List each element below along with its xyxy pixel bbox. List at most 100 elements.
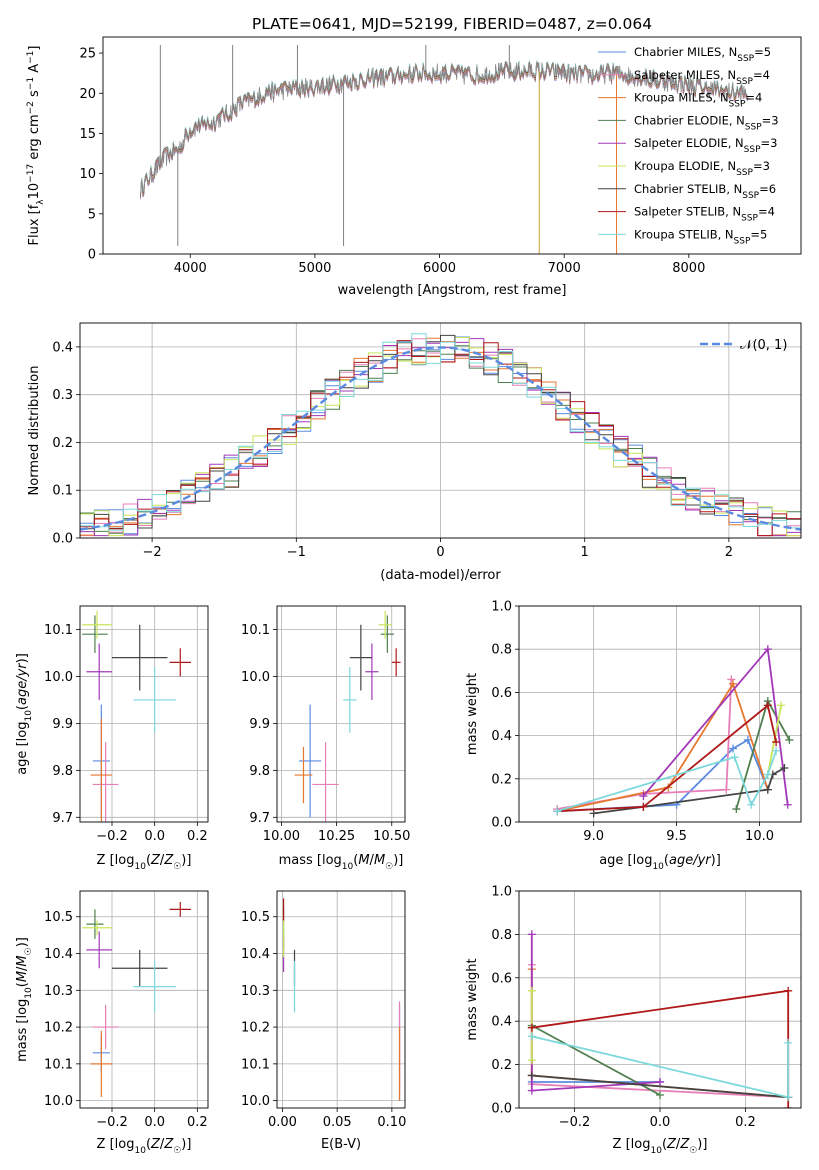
wZ-ytick-label: 0.4	[491, 1015, 512, 1030]
ageM-ytick-label: 9.9	[249, 717, 270, 732]
residuals-frame	[79, 322, 802, 539]
ageM-xtick-label: 10.00	[263, 829, 300, 844]
residuals-xlabel: (data-model)/error	[380, 568, 501, 583]
wAge-series-line	[766, 705, 782, 775]
wAge-point-marker	[772, 738, 781, 747]
wAge-point-marker	[747, 800, 756, 809]
massZ-xlabel: Z [log10(Z/Z☉)]	[97, 1137, 192, 1156]
ageM-xlabel: mass [log10(M/M☉)]	[279, 853, 404, 872]
wAge-point-marker	[639, 792, 648, 801]
wZ-axes: −0.2 0.0 0.2 0.0 0.2 0.4 0.6 0.8 1.0	[491, 885, 801, 1130]
massZ-ytick-label: 10.5	[44, 910, 73, 925]
wZ-plot	[527, 930, 793, 1108]
spectrum-ytick-label: 20	[79, 87, 96, 102]
legend-entry: Salpeter STELIB, NSSP=4	[634, 205, 775, 224]
wAge-xtick-label: 9.5	[666, 829, 687, 844]
spectrum-xtick-label: 8000	[672, 261, 705, 276]
ageM-ytick-label: 9.7	[249, 811, 270, 826]
residuals-histogram	[80, 333, 801, 538]
spectrum-ytick-label: 25	[79, 47, 96, 62]
spectrum-axes: 4000 5000 6000 7000 8000 0 5 10 15 20 25	[79, 47, 705, 276]
wAge-plot	[553, 645, 794, 818]
wAge-point-marker	[763, 701, 772, 710]
legend-entry: Chabrier STELIB, NSSP=6	[634, 182, 776, 201]
wAge-ytick-label: 0.4	[491, 729, 512, 744]
wZ-xtick-label: 0.0	[650, 1115, 671, 1130]
ageM-xtick-label: 10.25	[318, 829, 355, 844]
wAge-xtick-label: 9.0	[583, 829, 604, 844]
residuals-ylabel: Normed distribution	[27, 366, 42, 496]
wAge-point-marker	[553, 807, 562, 816]
residuals-xtick-label: 1	[581, 545, 589, 560]
wZ-frame	[518, 890, 802, 1109]
spectrum-model-line	[140, 59, 748, 195]
residuals-xtick-label: −1	[287, 545, 306, 560]
wZ-point-marker	[527, 1023, 536, 1032]
wZ-point-marker	[527, 1071, 536, 1080]
ageZ-xlabel: Z [log10(Z/Z☉)]	[97, 853, 192, 872]
ageZ-xtick-label: 0.0	[144, 829, 165, 844]
wZ-point-marker	[784, 1093, 793, 1102]
wAge-point-marker	[763, 785, 772, 794]
wAge-ytick-label: 0.6	[491, 686, 512, 701]
wAge-point-marker	[783, 800, 792, 809]
massZ-xtick-label: 0.2	[187, 1115, 208, 1130]
spectrum-xtick-label: 4000	[174, 261, 207, 276]
wZ-point-marker	[656, 1090, 664, 1099]
residuals-ytick-label: 0.4	[52, 340, 73, 355]
wAge-point-marker	[589, 809, 598, 818]
wAge-point-marker	[763, 770, 772, 779]
spectrum-ytick-label: 15	[79, 127, 96, 142]
ageM-ytick-label: 10.1	[241, 623, 270, 638]
wAge-series-line	[556, 750, 777, 813]
legend-entry: Chabrier ELODIE, NSSP=3	[634, 113, 779, 132]
wZ-ytick-label: 0.0	[491, 1102, 512, 1117]
spectrum-xtick-label: 7000	[548, 261, 581, 276]
wZ-xtick-label: 0.2	[735, 1115, 756, 1130]
wZ-series-line	[531, 1074, 789, 1099]
legend-entry: Salpeter ELODIE, NSSP=3	[634, 136, 777, 155]
wZ-point-marker	[784, 986, 793, 995]
spectrum-ytick-label: 0	[88, 248, 96, 263]
ageZ-ytick-label: 10.1	[44, 623, 73, 638]
massZ-ytick-label: 10.4	[44, 947, 73, 962]
wAge-series-line	[557, 681, 769, 813]
legend-entry: Kroupa STELIB, NSSP=5	[634, 227, 767, 246]
legend-entry: Kroupa ELODIE, NSSP=3	[634, 159, 770, 178]
spectrum-xtick-label: 6000	[423, 261, 456, 276]
massE-ytick-label: 10.3	[241, 984, 270, 999]
ageM-xtick-label: 10.50	[373, 829, 410, 844]
wAge-frame	[518, 605, 802, 823]
massE-ytick-label: 10.5	[241, 910, 270, 925]
massZ-plot	[82, 902, 191, 1097]
massZ-ytick-label: 10.0	[44, 1094, 73, 1109]
massZ-frame	[79, 890, 209, 1109]
wZ-xtick-label: −0.2	[559, 1115, 591, 1130]
massE-ytick-label: 10.2	[241, 1021, 270, 1036]
residuals-ytick-label: 0.2	[52, 436, 73, 451]
wAge-ytick-label: 1.0	[491, 600, 512, 615]
massE-xlabel: E(B-V)	[321, 1137, 361, 1152]
wAge-series-line	[557, 679, 733, 810]
ageZ-axes: −0.2 0.0 0.2 9.7 9.8 9.9 10.0 10.1	[44, 606, 208, 844]
ageZ-plot	[82, 610, 191, 822]
wAge-series-line	[642, 647, 789, 805]
wAge-point-marker	[730, 753, 739, 762]
wAge-point-marker	[772, 746, 781, 755]
ageZ-frame	[79, 605, 209, 823]
ageM-frame	[276, 605, 406, 823]
legend-normal-label: 𝒩(0, 1)	[740, 338, 787, 353]
residuals-xtick-label: 0	[436, 545, 444, 560]
wZ-point-marker	[527, 1056, 536, 1065]
ageM-axes: 10.00 10.25 10.50 9.7 9.8 9.9 10.0 10.1	[241, 606, 410, 844]
massZ-ytick-label: 10.1	[44, 1057, 73, 1072]
massE-frame	[276, 890, 406, 1109]
ageM-ytick-label: 10.0	[241, 670, 270, 685]
spectrum-xlabel: wavelength [Angstrom, rest frame]	[338, 283, 567, 298]
wAge-point-marker	[728, 744, 737, 753]
wZ-ytick-label: 0.8	[491, 928, 512, 943]
spectrum-data-line	[140, 61, 749, 199]
ageM-ytick-label: 9.8	[249, 764, 270, 779]
ageZ-ytick-label: 9.9	[52, 717, 73, 732]
ageZ-ytick-label: 9.8	[52, 764, 73, 779]
